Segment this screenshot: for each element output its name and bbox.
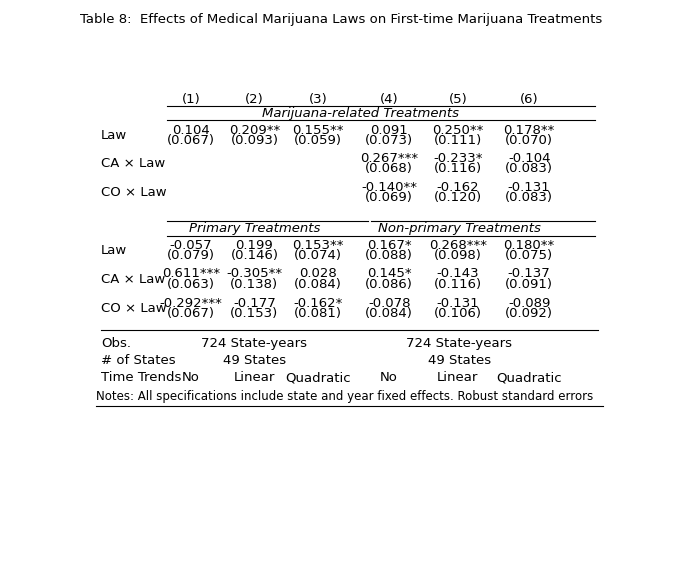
Text: Quadratic: Quadratic — [285, 372, 351, 384]
Text: (0.083): (0.083) — [505, 191, 553, 204]
Text: (0.088): (0.088) — [366, 249, 413, 262]
Text: 0.180**: 0.180** — [503, 239, 555, 252]
Text: (0.074): (0.074) — [294, 249, 342, 262]
Text: # of States: # of States — [101, 354, 176, 367]
Text: -0.057: -0.057 — [170, 239, 212, 252]
Text: (0.059): (0.059) — [294, 134, 342, 147]
Text: 49 States: 49 States — [223, 354, 286, 367]
Text: CO × Law: CO × Law — [101, 185, 166, 199]
Text: (0.075): (0.075) — [505, 249, 553, 262]
Text: 0.209**: 0.209** — [228, 124, 280, 137]
Text: (0.106): (0.106) — [434, 307, 482, 320]
Text: (1): (1) — [181, 93, 201, 106]
Text: Marijuana-related Treatments: Marijuana-related Treatments — [262, 107, 458, 120]
Text: Primary Treatments: Primary Treatments — [189, 222, 320, 235]
Text: 0.167*: 0.167* — [367, 239, 411, 252]
Text: 0.028: 0.028 — [299, 267, 337, 281]
Text: (0.067): (0.067) — [167, 307, 215, 320]
Text: (0.098): (0.098) — [434, 249, 481, 262]
Text: -0.143: -0.143 — [436, 267, 479, 281]
Text: 0.104: 0.104 — [172, 124, 210, 137]
Text: Non-primary Treatments: Non-primary Treatments — [378, 222, 541, 235]
Text: (0.093): (0.093) — [231, 134, 278, 147]
Text: Time Trends: Time Trends — [101, 372, 181, 384]
Text: (0.083): (0.083) — [505, 162, 553, 175]
Text: 0.091: 0.091 — [370, 124, 408, 137]
Text: -0.162: -0.162 — [436, 181, 479, 194]
Text: (0.079): (0.079) — [167, 249, 215, 262]
Text: -0.078: -0.078 — [368, 296, 411, 310]
Text: -0.233*: -0.233* — [433, 151, 483, 164]
Text: (0.111): (0.111) — [434, 134, 482, 147]
Text: (0.116): (0.116) — [434, 162, 482, 175]
Text: (0.070): (0.070) — [505, 134, 553, 147]
Text: -0.305**: -0.305** — [226, 267, 282, 281]
Text: Law: Law — [101, 244, 128, 257]
Text: (0.153): (0.153) — [231, 307, 278, 320]
Text: 724 State-years: 724 State-years — [406, 337, 512, 350]
Text: (0.091): (0.091) — [505, 278, 553, 291]
Text: (0.084): (0.084) — [366, 307, 413, 320]
Text: (0.138): (0.138) — [231, 278, 278, 291]
Text: (2): (2) — [245, 93, 264, 106]
Text: 0.611***: 0.611*** — [162, 267, 220, 281]
Text: (0.116): (0.116) — [434, 278, 482, 291]
Text: -0.131: -0.131 — [508, 181, 550, 194]
Text: -0.089: -0.089 — [508, 296, 550, 310]
Text: (0.146): (0.146) — [231, 249, 278, 262]
Text: Notes: All specifications include state and year fixed effects. Robust standard : Notes: All specifications include state … — [95, 390, 593, 403]
Text: (0.084): (0.084) — [294, 278, 342, 291]
Text: (0.092): (0.092) — [505, 307, 553, 320]
Text: 0.153**: 0.153** — [292, 239, 344, 252]
Text: -0.140**: -0.140** — [361, 181, 417, 194]
Text: Law: Law — [101, 129, 128, 142]
Text: (5): (5) — [449, 93, 467, 106]
Text: (0.067): (0.067) — [167, 134, 215, 147]
Text: (0.086): (0.086) — [366, 278, 413, 291]
Text: 0.267***: 0.267*** — [360, 151, 418, 164]
Text: (0.081): (0.081) — [294, 307, 342, 320]
Text: (0.120): (0.120) — [434, 191, 482, 204]
Text: -0.292***: -0.292*** — [160, 296, 222, 310]
Text: 0.178**: 0.178** — [503, 124, 555, 137]
Text: Obs.: Obs. — [101, 337, 131, 350]
Text: 0.155**: 0.155** — [292, 124, 344, 137]
Text: 0.268***: 0.268*** — [429, 239, 487, 252]
Text: 0.199: 0.199 — [235, 239, 273, 252]
Text: 0.250**: 0.250** — [432, 124, 484, 137]
Text: Table 8:  Effects of Medical Marijuana Laws on First-time Marijuana Treatments: Table 8: Effects of Medical Marijuana La… — [80, 13, 602, 26]
Text: (0.073): (0.073) — [365, 134, 413, 147]
Text: CO × Law: CO × Law — [101, 302, 166, 315]
Text: (0.068): (0.068) — [366, 162, 413, 175]
Text: Quadratic: Quadratic — [496, 372, 562, 384]
Text: -0.162*: -0.162* — [293, 296, 342, 310]
Text: (3): (3) — [308, 93, 327, 106]
Text: 49 States: 49 States — [428, 354, 491, 367]
Text: CA × Law: CA × Law — [101, 272, 165, 285]
Text: 724 State-years: 724 State-years — [201, 337, 308, 350]
Text: (4): (4) — [380, 93, 398, 106]
Text: (0.063): (0.063) — [167, 278, 215, 291]
Text: 0.145*: 0.145* — [367, 267, 411, 281]
Text: (0.069): (0.069) — [366, 191, 413, 204]
Text: No: No — [381, 372, 398, 384]
Text: -0.137: -0.137 — [508, 267, 550, 281]
Text: (6): (6) — [520, 93, 539, 106]
Text: CA × Law: CA × Law — [101, 157, 165, 170]
Text: -0.177: -0.177 — [233, 296, 276, 310]
Text: No: No — [182, 372, 200, 384]
Text: Linear: Linear — [437, 372, 479, 384]
Text: -0.104: -0.104 — [508, 151, 550, 164]
Text: Linear: Linear — [234, 372, 275, 384]
Text: -0.131: -0.131 — [436, 296, 479, 310]
